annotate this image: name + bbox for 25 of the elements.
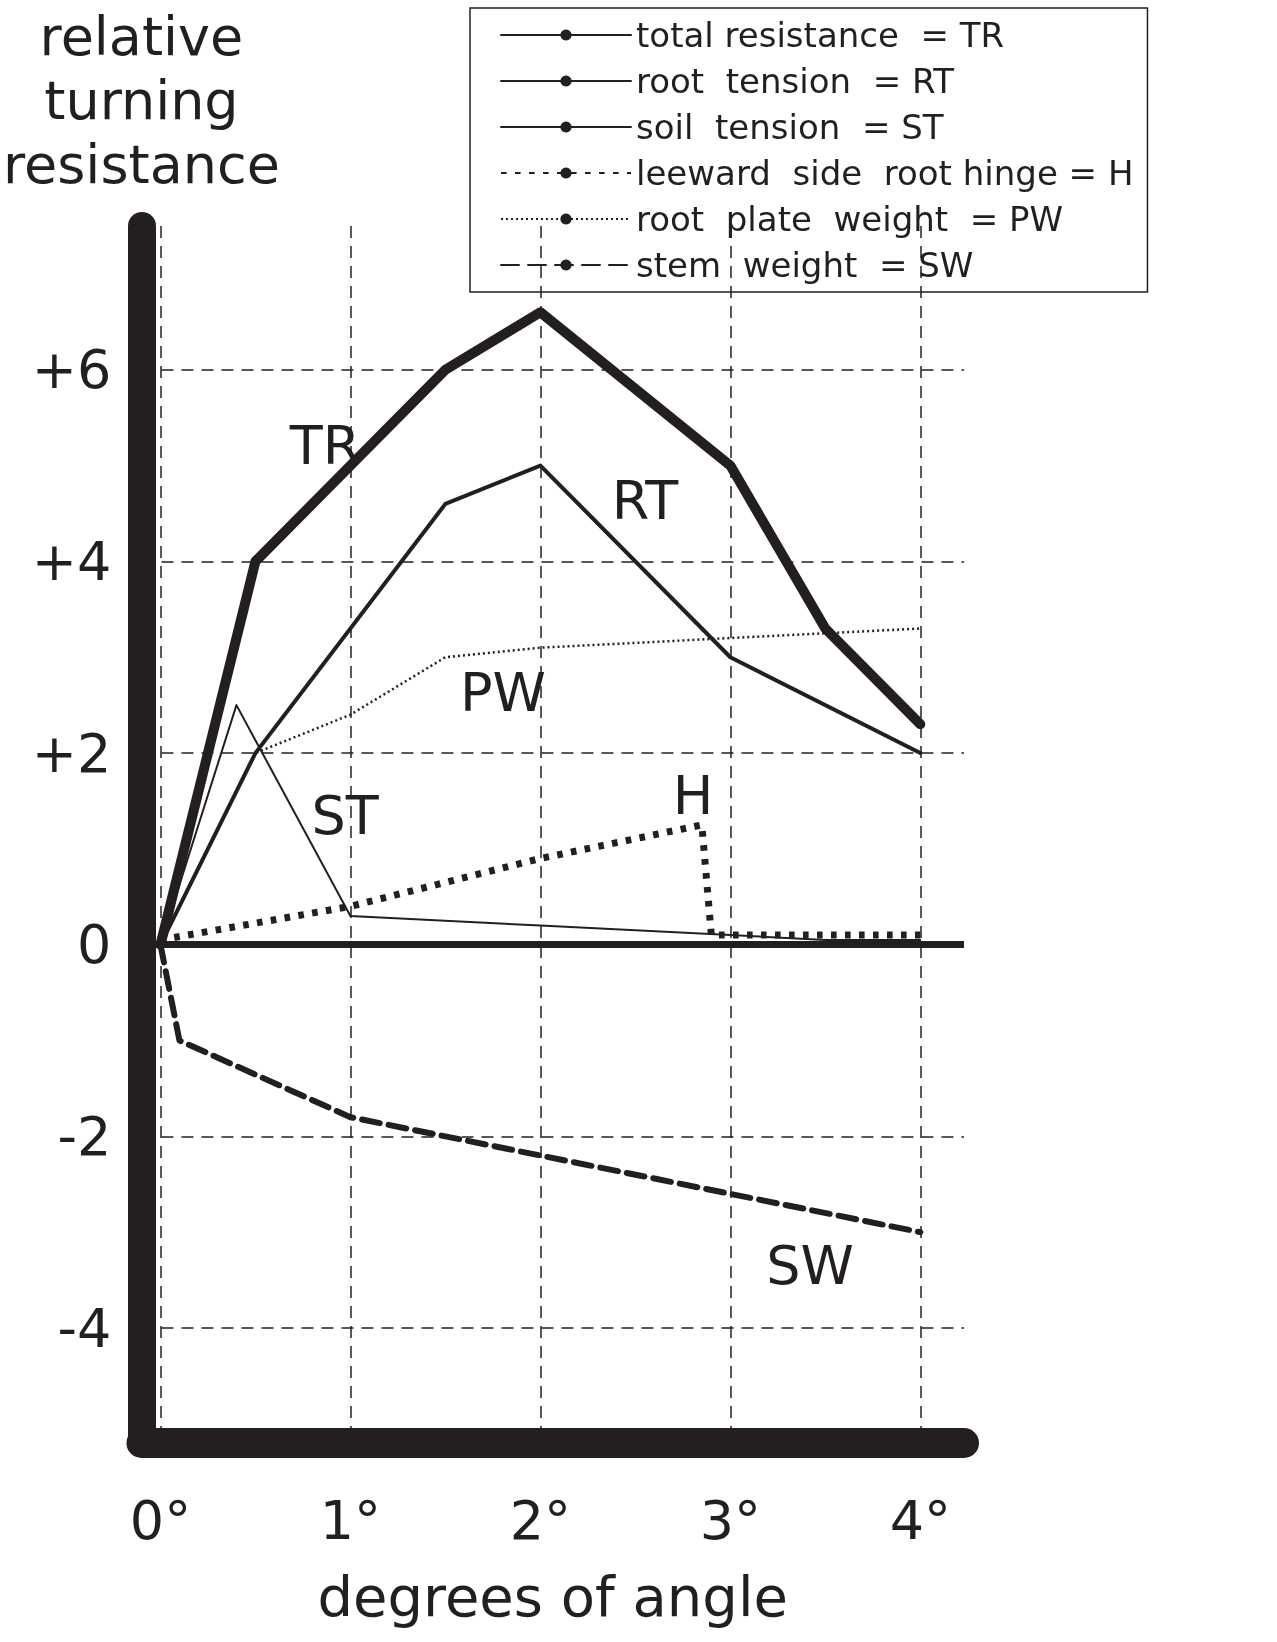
annotation: TR (288, 413, 361, 477)
x-tick-label: 2° (509, 1488, 572, 1552)
annotation: PW (460, 660, 546, 724)
x-tick-label: 3° (699, 1488, 762, 1552)
y-axis-title: relative turning resistance (2, 4, 280, 196)
legend-label: root tension = RT (636, 61, 955, 101)
annotation: H (672, 763, 714, 827)
annotation: RT (611, 468, 680, 532)
x-tick-label: 0° (129, 1488, 192, 1552)
annotation: ST (311, 783, 380, 847)
x-axis-title: degrees of angle (317, 1563, 788, 1629)
legend-label: stem weight = SW (636, 245, 974, 285)
x-tick-label: 1° (319, 1488, 382, 1552)
y-tick-label: 0 (77, 913, 112, 977)
legend-label: leeward side root hinge = H (636, 153, 1134, 193)
y-tick-label: +2 (31, 721, 112, 785)
y-tick-label: -2 (57, 1104, 112, 1168)
legend-label: root plate weight = PW (636, 199, 1064, 239)
legend-label: total resistance = TR (636, 15, 1005, 55)
legend-label: soil tension = ST (636, 107, 944, 147)
y-tick-label: +4 (31, 529, 112, 593)
y-tick-label: +6 (31, 338, 112, 402)
annotation: SW (766, 1233, 854, 1297)
x-tick-label: 4° (889, 1488, 951, 1552)
y-tick-label: -4 (57, 1296, 112, 1360)
